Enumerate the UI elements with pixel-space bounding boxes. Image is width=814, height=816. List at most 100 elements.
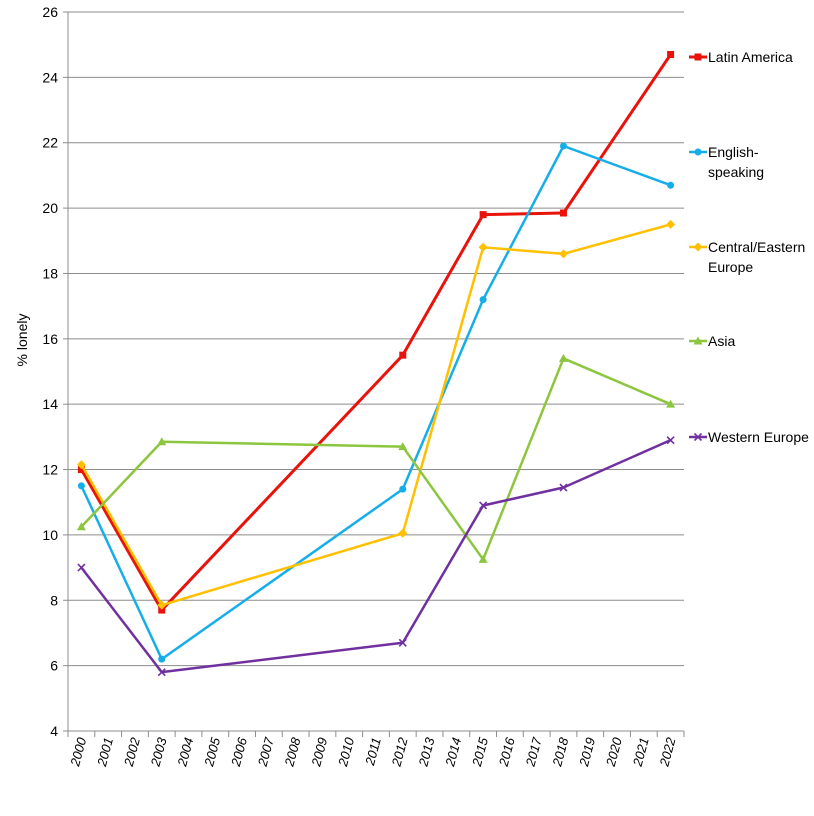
x-tick-label: 2020: [603, 735, 625, 769]
x-tick-label: 2018: [549, 735, 571, 769]
x-tick-label: 2011: [362, 736, 384, 768]
marker-square: [479, 211, 487, 219]
legend-item: Latin America: [689, 49, 793, 65]
x-tick-label: 2016: [496, 735, 518, 769]
marker-triangle: [558, 353, 568, 362]
marker-circle: [667, 181, 675, 189]
series-asia: [76, 353, 676, 563]
marker-triangle: [666, 399, 676, 408]
marker-diamond: [398, 528, 408, 538]
x-tick-label: 2014: [442, 736, 464, 769]
x-tick-label: 2005: [201, 735, 223, 769]
marker-x: [559, 483, 568, 492]
series-line: [80, 438, 672, 674]
x-tick-label: 2002: [121, 735, 143, 769]
legend-label-line: speaking: [708, 164, 764, 180]
legend-label-line: Latin America: [708, 49, 793, 65]
marker-square: [667, 50, 675, 58]
marker-square: [158, 606, 166, 614]
legend: Latin America English-speaking Central/Eas…: [689, 49, 809, 445]
y-tick-label: 10: [42, 527, 58, 543]
marker-square: [559, 209, 567, 217]
x-tick-label: 2015: [469, 735, 491, 769]
marker-circle: [694, 148, 702, 156]
series-latin-america: [77, 50, 675, 614]
marker-square: [694, 53, 702, 61]
marker-diamond: [693, 242, 703, 252]
axes: [67, 12, 684, 732]
legend-label: Latin America: [708, 49, 793, 65]
y-axis-label: % lonely: [14, 314, 30, 367]
x-tick-label: 2007: [255, 735, 277, 769]
legend-label-line: Western Europe: [708, 429, 809, 445]
x-tick-label: 2019: [576, 736, 598, 769]
y-tick-label: 8: [50, 592, 58, 608]
x-tick-label: 2013: [415, 735, 437, 769]
legend-item: Western Europe: [689, 429, 809, 445]
marker-diamond: [558, 249, 568, 259]
marker-x: [398, 638, 407, 647]
x-tick-label: 2003: [147, 735, 169, 769]
legend-label: Central/Eastern Europe: [708, 239, 805, 275]
series-central-eastern-europe: [76, 219, 676, 610]
y-tick-label: 24: [42, 69, 58, 85]
series-line: [80, 223, 671, 607]
marker-circle: [559, 142, 567, 150]
x-tick-label: 2017: [522, 735, 544, 769]
x-tick-label: 2006: [228, 735, 250, 769]
x-tick-label: 2009: [308, 736, 330, 769]
marker-x: [693, 432, 703, 442]
y-tick-label: 6: [50, 658, 58, 674]
x-tick-label: 2022: [656, 735, 678, 769]
marker-circle: [399, 485, 407, 493]
series-line: [80, 144, 672, 661]
legend-label-line: Central/Eastern: [708, 239, 805, 255]
legend-label: Western Europe: [708, 429, 809, 445]
y-tick-label: 26: [42, 4, 58, 20]
legend-label-line: English-: [708, 144, 759, 160]
marker-x: [479, 501, 488, 510]
marker-triangle: [398, 442, 408, 451]
marker-diamond: [666, 219, 676, 229]
x-tick-label: 2008: [281, 735, 303, 769]
series-english-speaking: [77, 142, 675, 663]
marker-triangle: [157, 437, 167, 446]
series-line: [80, 357, 672, 561]
x-tick-label: 2021: [629, 736, 651, 769]
legend-label: English-speaking: [708, 144, 764, 180]
y-tick-label: 16: [42, 331, 58, 347]
marker-diamond: [157, 600, 167, 610]
y-tick-label: 18: [42, 265, 58, 281]
marker-x: [666, 436, 675, 445]
x-axis-ticks: 2000 2001 2002 2003 2004 2005 2006 2007 2008 2009…: [67, 731, 685, 769]
y-tick-label: 22: [42, 135, 58, 151]
y-tick-label: 12: [42, 462, 58, 478]
marker-circle: [479, 296, 487, 304]
series-western-europe: [77, 436, 675, 677]
marker-square: [399, 351, 407, 359]
y-tick-label: 20: [42, 200, 58, 216]
series-layer: [76, 50, 676, 677]
x-tick-label: 2010: [335, 735, 357, 769]
x-tick-label: 2004: [174, 736, 196, 769]
legend-item: Central/Eastern Europe: [689, 239, 805, 275]
legend-label-line: Asia: [708, 333, 735, 349]
marker-diamond: [76, 460, 86, 470]
legend-item: English-speaking: [689, 144, 764, 180]
x-tick-label: 2000: [67, 735, 89, 769]
marker-circle: [77, 482, 85, 490]
y-tick-label: 4: [50, 723, 58, 739]
marker-diamond: [478, 242, 488, 252]
x-tick-label: 2001: [94, 736, 116, 769]
marker-x: [77, 563, 86, 572]
legend-item: Asia: [689, 333, 735, 349]
marker-triangle: [76, 522, 86, 531]
x-tick-label: 2012: [388, 735, 410, 769]
marker-x: [157, 668, 166, 677]
series-line: [80, 53, 672, 612]
legend-label-line: Europe: [708, 259, 753, 275]
marker-triangle: [693, 336, 703, 345]
marker-square: [77, 466, 85, 474]
marker-circle: [158, 655, 166, 663]
